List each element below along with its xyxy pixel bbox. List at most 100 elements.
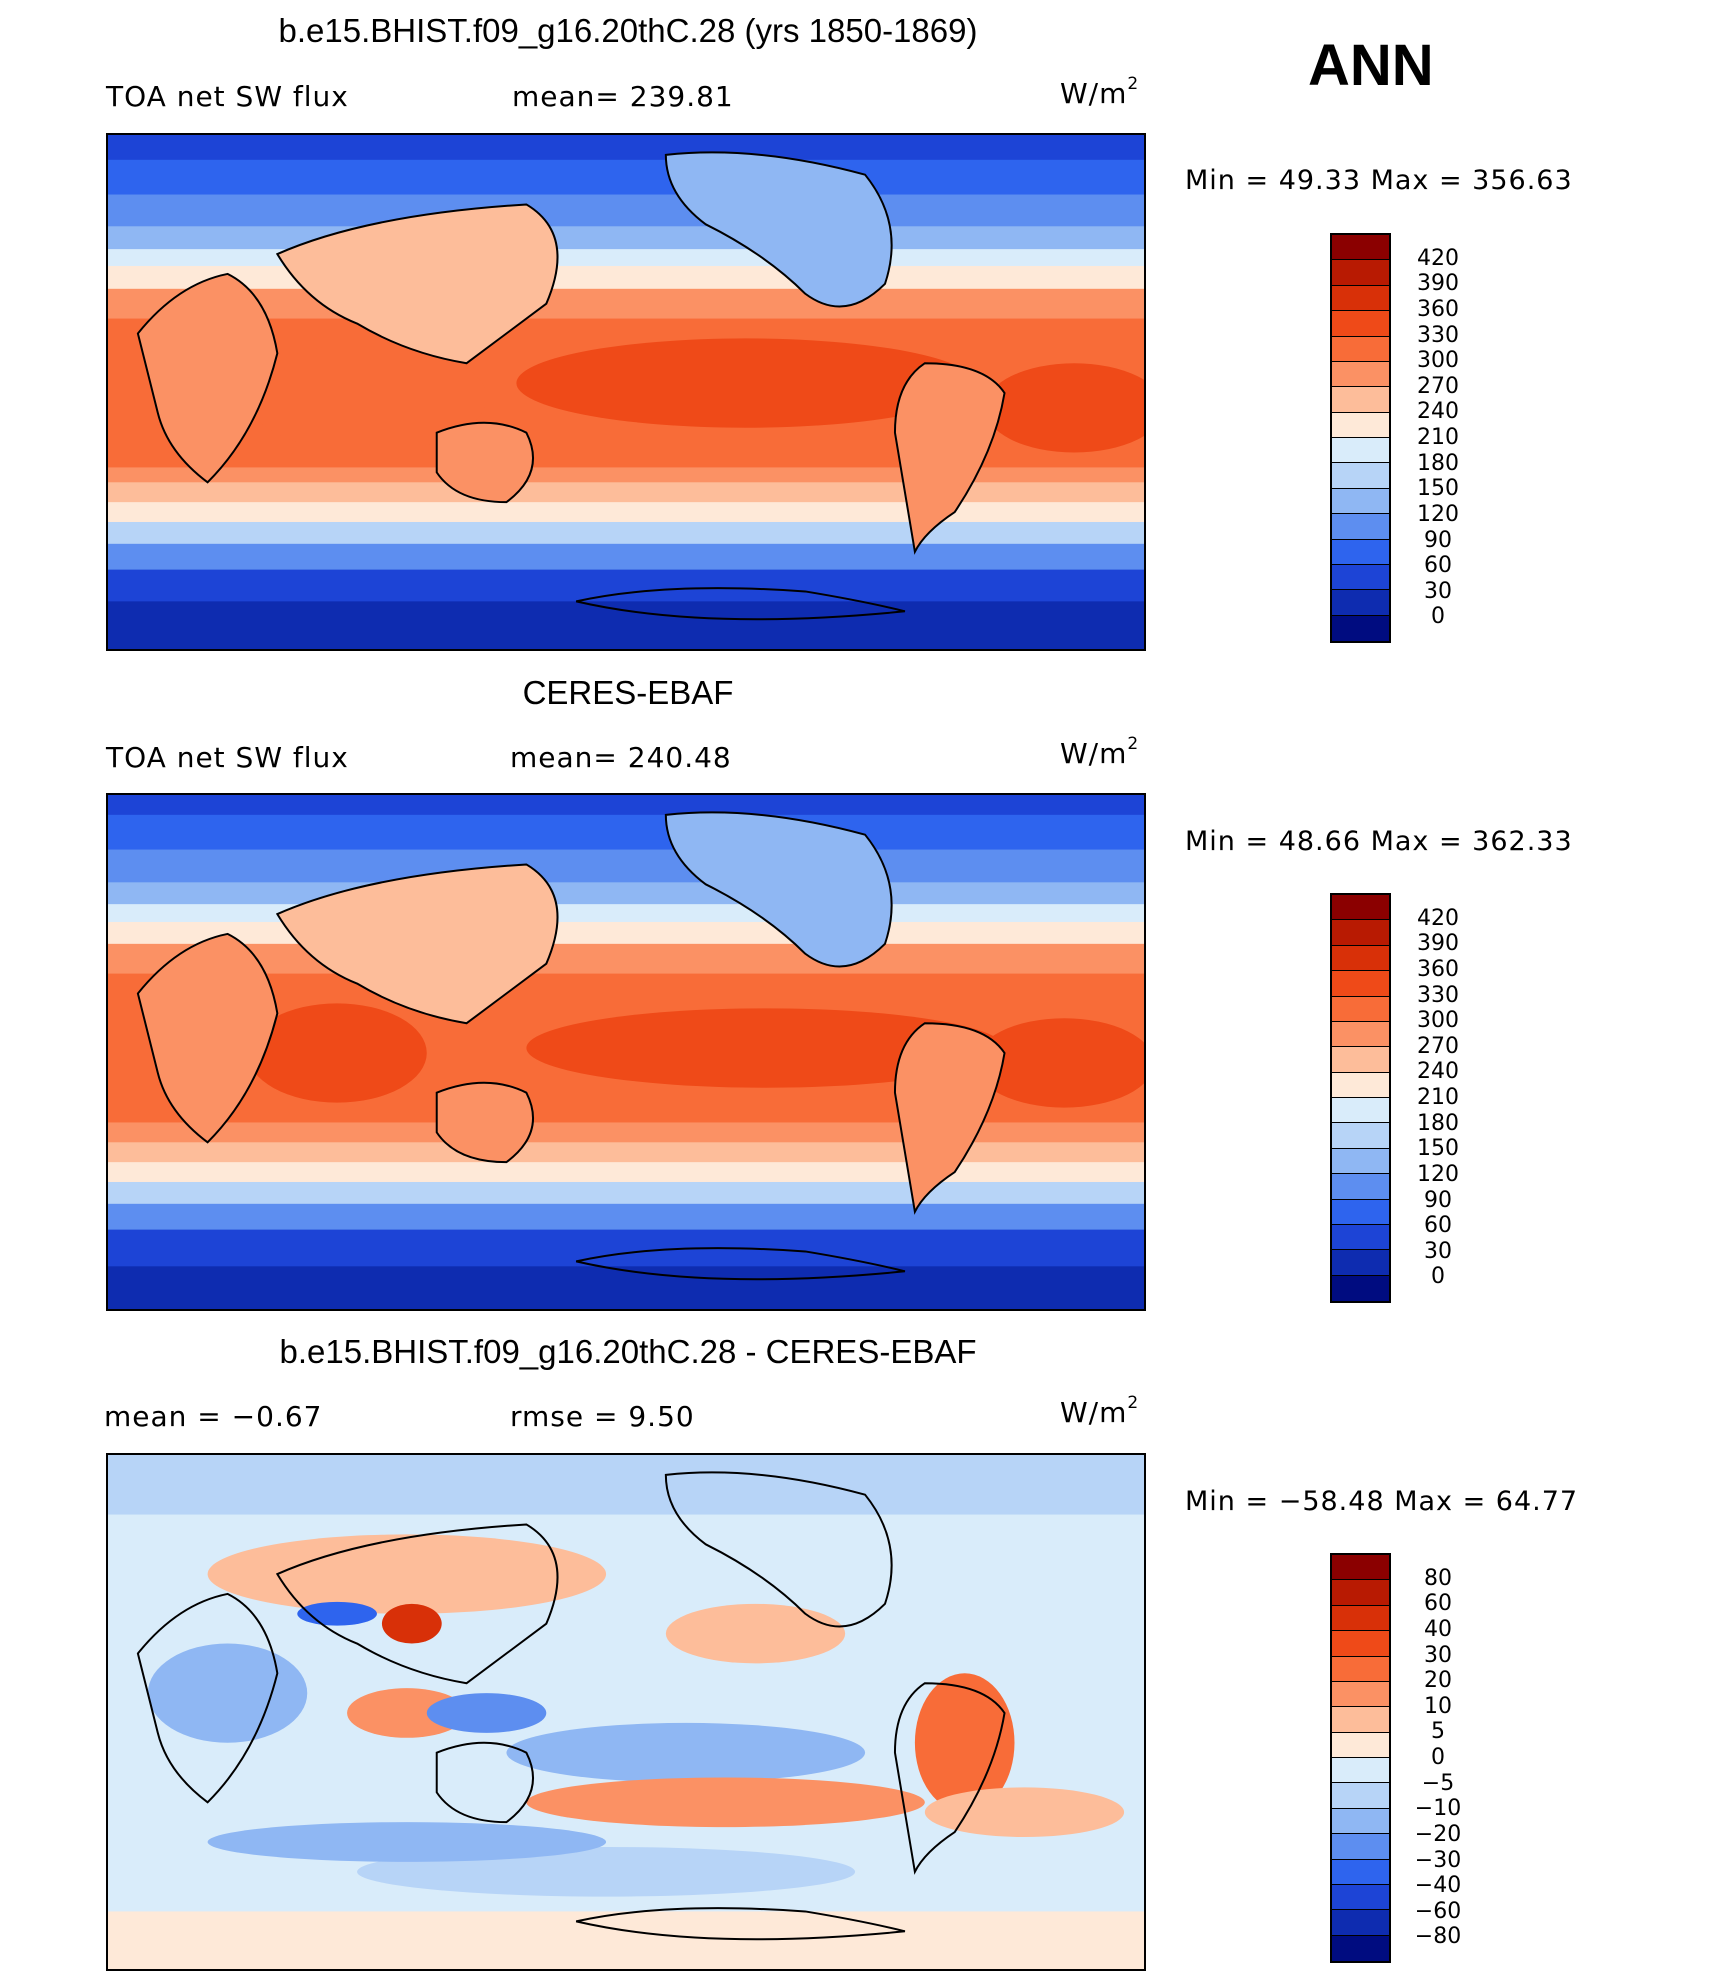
panel-3-min-max: Min = −58.48 Max = 64.77 — [1185, 1486, 1579, 1517]
colorbar-tick-label: 390 — [1417, 271, 1459, 297]
season-label: ANN — [1308, 33, 1434, 98]
panel-3-rmse-label: rmse = 9.50 — [510, 1400, 695, 1433]
colorbar-cell — [1332, 1605, 1389, 1632]
colorbar-tick-label: 5 — [1431, 1719, 1445, 1745]
colorbar-cell — [1332, 361, 1389, 388]
colorbar-cell — [1332, 1758, 1389, 1784]
colorbar-tick-label: 60 — [1424, 1213, 1452, 1239]
colorbar-tick-label: 300 — [1417, 1008, 1459, 1034]
colorbar-cell — [1332, 260, 1389, 286]
colorbar-cell — [1332, 1656, 1389, 1682]
colorbar-cell — [1332, 387, 1389, 413]
colorbar-cell — [1332, 1834, 1389, 1860]
colorbar-cell — [1332, 895, 1389, 921]
panel-1-mean-label: mean= 239.81 — [512, 80, 734, 113]
colorbar-cell — [1332, 1199, 1389, 1225]
panel-3-units-sup: 2 — [1127, 1393, 1140, 1413]
panel-2-units-sup: 2 — [1127, 734, 1140, 754]
colorbar-cell — [1332, 1859, 1389, 1885]
colorbar-tick-label: −20 — [1414, 1821, 1462, 1847]
colorbar-cell — [1332, 539, 1389, 565]
colorbar-tick-label: −60 — [1414, 1898, 1462, 1924]
colorbar-tick-label: 240 — [1417, 1059, 1459, 1085]
colorbar-tick-label: 150 — [1417, 476, 1459, 502]
colorbar-tick-label: 210 — [1417, 1085, 1459, 1110]
colorbar-cell — [1332, 1148, 1389, 1175]
panel-2-colorbar — [1330, 893, 1391, 1303]
colorbar-cell — [1332, 285, 1389, 312]
colorbar-tick-label: 330 — [1417, 322, 1459, 348]
colorbar-cell — [1332, 1250, 1389, 1276]
colorbar-tick-label: 30 — [1424, 1238, 1452, 1264]
colorbar-cell — [1332, 1707, 1389, 1733]
colorbar-cell — [1332, 1275, 1389, 1301]
colorbar-tick-label: 0 — [1431, 1745, 1445, 1770]
panel-2-mean-label: mean= 240.48 — [510, 741, 732, 774]
panel-3-title: b.e15.BHIST.f09_g16.20thC.28 - CERES-EBA… — [279, 1333, 977, 1370]
colorbar-cell — [1332, 971, 1389, 997]
panel-1-units: W/m2 — [1060, 74, 1139, 110]
colorbar-cell — [1332, 235, 1389, 261]
colorbar-tick-label: 420 — [1417, 245, 1459, 271]
colorbar-cell — [1332, 1224, 1389, 1251]
colorbar-tick-label: −80 — [1414, 1924, 1462, 1950]
panel-3-units-text: W/m — [1060, 1396, 1128, 1429]
colorbar-tick-label: 360 — [1417, 296, 1459, 322]
colorbar-tick-label: 60 — [1424, 553, 1452, 579]
colorbar-tick-label: 270 — [1417, 373, 1459, 399]
panel-1-units-sup: 2 — [1127, 74, 1140, 94]
colorbar-tick-label: −10 — [1414, 1796, 1462, 1822]
colorbar-cell — [1332, 1783, 1389, 1809]
colorbar-cell — [1332, 488, 1389, 515]
panel-2-title: CERES-EBAF — [522, 674, 734, 711]
colorbar-cell — [1332, 1047, 1389, 1073]
colorbar-tick-label: 270 — [1417, 1033, 1459, 1059]
panel-1-map — [106, 133, 1146, 651]
panel-1-min-max: Min = 49.33 Max = 356.63 — [1185, 165, 1573, 196]
colorbar-cell — [1332, 1935, 1389, 1961]
panel-3-map-svg — [108, 1455, 1144, 1969]
colorbar-cell — [1332, 463, 1389, 489]
panel-2-map — [106, 793, 1146, 1311]
colorbar-tick-label: 420 — [1417, 905, 1459, 931]
colorbar-tick-label: 180 — [1417, 1110, 1459, 1136]
colorbar-tick-label: 0 — [1431, 604, 1445, 630]
colorbar-tick-label: 330 — [1417, 982, 1459, 1008]
colorbar-tick-label: 10 — [1424, 1693, 1452, 1719]
panel-1-left-label: TOA net SW flux — [106, 80, 349, 113]
panel-2-min-max: Min = 48.66 Max = 362.33 — [1185, 826, 1573, 857]
colorbar-cell — [1332, 1884, 1389, 1911]
panel-3-colorbar — [1330, 1553, 1391, 1963]
panel-3-mean-label: mean = −0.67 — [104, 1400, 323, 1433]
colorbar-cell — [1332, 1732, 1389, 1758]
colorbar-tick-label: 0 — [1431, 1264, 1445, 1290]
colorbar-tick-label: 90 — [1424, 527, 1452, 553]
panel-2-left-label: TOA net SW flux — [106, 741, 349, 774]
colorbar-tick-label: 390 — [1417, 931, 1459, 957]
panel-1-units-text: W/m — [1060, 77, 1128, 110]
colorbar-cell — [1332, 945, 1389, 972]
panel-2-units-text: W/m — [1060, 737, 1128, 770]
colorbar-tick-label: 120 — [1417, 501, 1459, 527]
colorbar-cell — [1332, 438, 1389, 464]
colorbar-tick-label: 40 — [1424, 1616, 1452, 1642]
colorbar-cell — [1332, 1123, 1389, 1149]
colorbar-cell — [1332, 1681, 1389, 1708]
colorbar-tick-label: 180 — [1417, 450, 1459, 476]
colorbar-cell — [1332, 412, 1389, 438]
colorbar-cell — [1332, 1174, 1389, 1200]
colorbar-cell — [1332, 1098, 1389, 1124]
colorbar-tick-label: 300 — [1417, 348, 1459, 374]
colorbar-cell — [1332, 1631, 1389, 1657]
colorbar-tick-label: 150 — [1417, 1136, 1459, 1162]
colorbar-tick-label: 120 — [1417, 1161, 1459, 1187]
colorbar-cell — [1332, 1910, 1389, 1936]
colorbar-tick-label: 210 — [1417, 425, 1459, 450]
colorbar-tick-label: −5 — [1421, 1770, 1455, 1796]
colorbar-tick-label: 30 — [1424, 1642, 1452, 1668]
colorbar-tick-label: 60 — [1424, 1591, 1452, 1617]
panel-2-units: W/m2 — [1060, 734, 1139, 770]
colorbar-cell — [1332, 1021, 1389, 1048]
colorbar-tick-label: −40 — [1414, 1873, 1462, 1899]
colorbar-cell — [1332, 1072, 1389, 1098]
